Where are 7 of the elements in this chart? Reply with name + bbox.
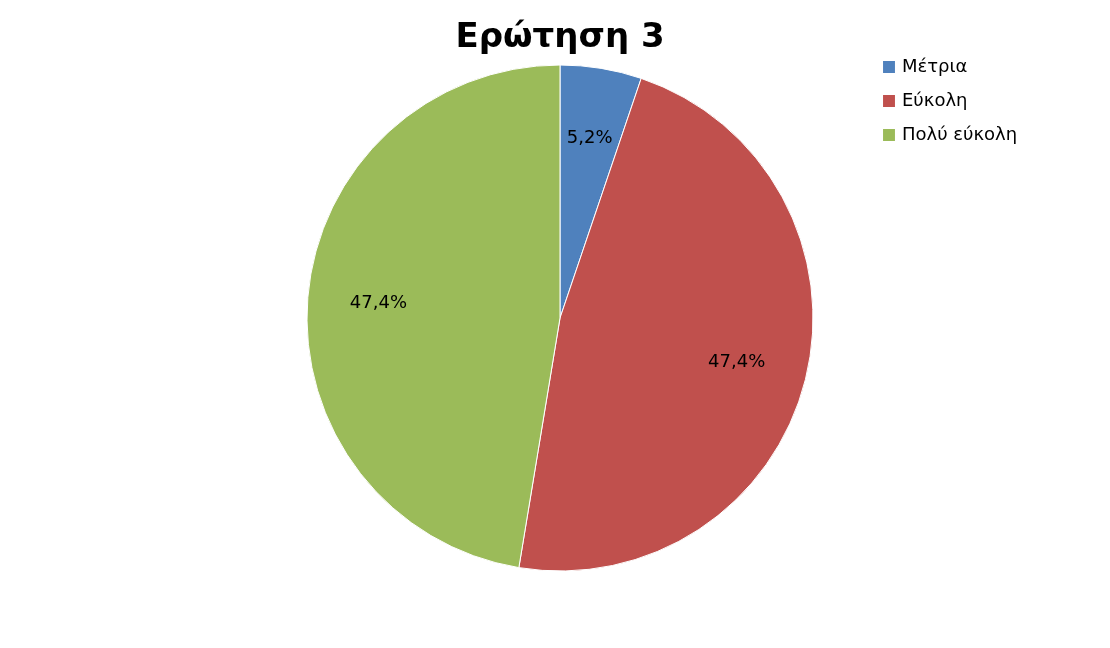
legend-label: Εύκολη	[902, 89, 968, 110]
data-label: 5,2%	[566, 126, 613, 148]
data-label: 47,4%	[349, 291, 408, 313]
chart-title: Ερώτηση 3	[455, 15, 665, 55]
data-label: 47,4%	[708, 350, 766, 372]
legend-label: Μέτρια	[902, 55, 968, 76]
legend-label: Πολύ εύκολη	[902, 123, 1018, 144]
